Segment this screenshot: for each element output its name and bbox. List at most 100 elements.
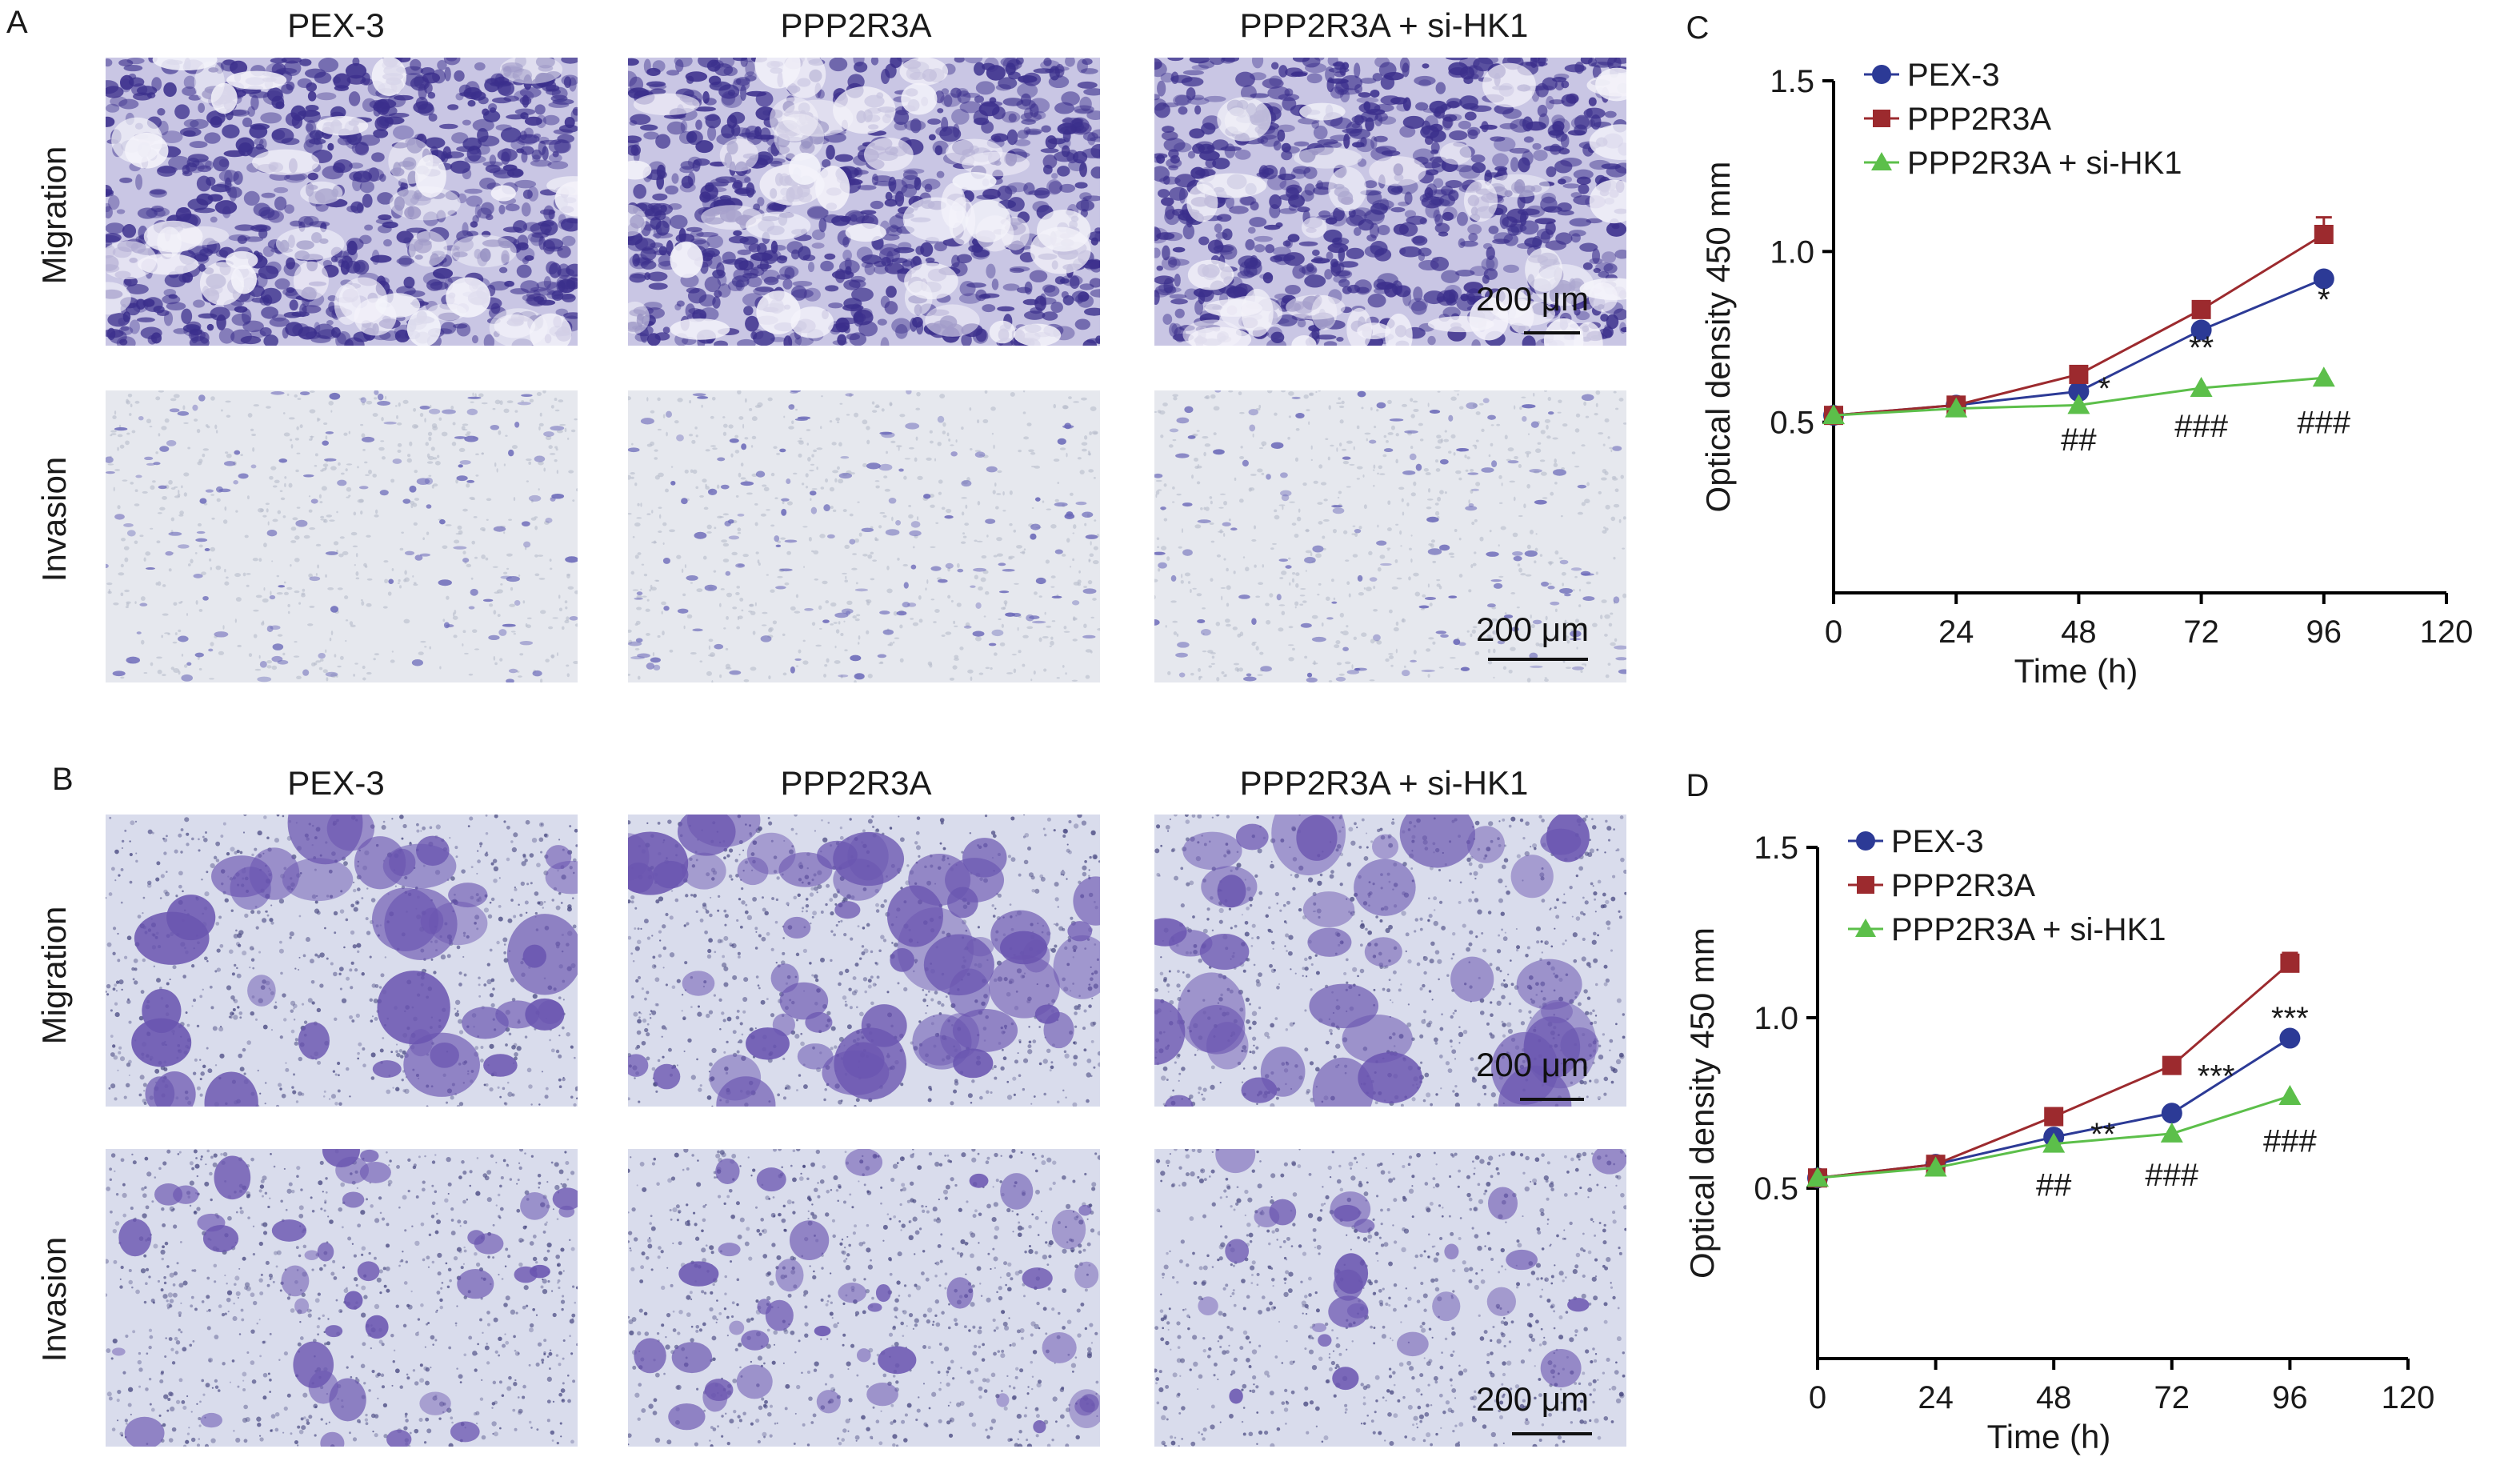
chart-d-point [2160,1122,2183,1143]
chart-c-point [1822,404,1845,425]
chart-c-point [1946,395,1966,415]
chart-d-point [2162,1055,2182,1075]
micrograph-texture [106,815,578,1107]
panel-b-migration-sihk1-image [1154,815,1626,1107]
chart-d-point [2043,1127,2065,1148]
chart-d-point [2161,1103,2182,1124]
chart-d-y-tick-label: 1.5 [1754,831,1798,866]
chart-d-point [2044,1107,2064,1127]
micrograph-texture [1154,1149,1626,1447]
chart-c-point [1824,406,1843,426]
panel-b-scale-bar-top [1520,1098,1584,1101]
chart-c-series-line [1833,233,2325,417]
panel-a-col-title-2: PPP2R3A [780,6,932,44]
chart-c-point [1945,397,1968,418]
chart-c-legend-marker [1873,110,1890,127]
chart-d-significance-label: ** [2090,1117,2115,1152]
chart-d-y-tick-label: 0.5 [1754,1171,1798,1207]
chart-c-x-tick-label: 48 [2061,614,2097,650]
chart-c-significance-label: ### [2297,406,2350,441]
panel-a-scale-bar-top [1524,331,1580,334]
chart-c-significance-label: ### [2174,409,2228,444]
chart-c-significance-label: ## [2061,422,2097,458]
chart-d-point [1926,1155,1946,1175]
micrograph-texture [106,390,578,682]
chart-d-point [1925,1154,1946,1175]
chart-c-point [2191,299,2211,319]
panel-b-invasion-sihk1-image [1154,1149,1626,1447]
micrograph-texture [106,1149,578,1447]
chart-d-panel-letter: D [1686,768,1710,803]
chart-d-significance-label: ## [2036,1168,2072,1203]
chart-c-legend-marker [1871,152,1892,170]
chart-c-point [2314,225,2334,244]
chart-d-point [1806,1167,1829,1187]
chart-d-series-line [1817,1037,2291,1179]
panel-a-col-title-1: PEX-3 [287,6,385,44]
panel-b-invasion-ppp2r3a-image [628,1149,1100,1447]
chart-c-significance-label: ** [2189,330,2214,366]
chart-d-significance-label: ### [2145,1158,2198,1193]
chart-d-series-line [1817,962,2291,1179]
micrograph-texture [628,58,1100,346]
micrograph-texture [1154,58,1626,346]
chart-c-legend-label: PPP2R3A + si-HK1 [1907,146,2182,181]
panel-a-scale-bar-bottom [1488,658,1588,661]
chart-d-legend-marker [1857,876,1874,894]
chart-c-point [2313,268,2334,290]
chart-d-x-tick-label: 120 [2382,1380,2435,1415]
chart-c-point [1946,394,1967,416]
panel-a-col-title-3: PPP2R3A + si-HK1 [1239,6,1529,44]
panel-a-migration-pex3-image [106,58,578,346]
chart-c-y-tick-label: 1.0 [1770,234,1814,270]
chart-d-x-tick-label: 72 [2154,1380,2190,1415]
chart-c-point [2190,319,2212,341]
chart-d-y-tick-label: 1.0 [1754,1001,1798,1036]
panel-a-migration-ppp2r3a-image [628,58,1100,346]
panel-b-col-title-3: PPP2R3A + si-HK1 [1239,764,1529,802]
panel-b-migration-pex3-image [106,815,578,1107]
chart-c-legend-marker [1872,65,1891,84]
chart-c-series-line [1833,278,2325,417]
chart-d-y-axis-label: Optical density 450 mm [1683,927,1721,1279]
chart-d-series-line [1817,1095,2290,1179]
chart-c-legend-label: PEX-3 [1907,58,2000,93]
panel-letter-b: B [52,762,74,797]
chart-d-point [1807,1167,1828,1189]
panel-a-row-label-migration: Migration [35,146,73,285]
panel-a-scale-text-bottom: 200 μm [1476,610,1589,648]
panel-a-invasion-ppp2r3a-image [628,390,1100,682]
chart-c-y-tick-label: 1.5 [1770,64,1814,99]
panel-a-migration-sihk1-image [1154,58,1626,346]
chart-c-series-line [1833,376,2324,417]
panel-b-scale-text-top: 200 μm [1476,1046,1589,1083]
chart-c-x-tick-label: 24 [1938,614,1974,650]
chart-c-x-tick-label: 120 [2420,614,2474,650]
panel-a-row-label-invasion: Invasion [35,456,73,582]
chart-c-point [2068,381,2090,402]
chart-d-point [2042,1132,2066,1153]
panel-b-invasion-pex3-image [106,1149,578,1447]
chart-d-legend-marker [1855,919,1876,937]
chart-d-x-axis-label: Time (h) [1987,1418,2111,1455]
chart-c-significance-label: * [2318,282,2330,318]
chart-c-y-axis-label: Optical density 450 mm [1699,162,1737,513]
chart-d-point [2280,953,2300,973]
micrograph-texture [1154,815,1626,1107]
panel-a-scale-text-top: 200 μm [1476,280,1589,318]
chart-c-point [2069,364,2089,384]
chart-d-significance-label: ### [2263,1123,2317,1159]
panel-b-row-label-migration: Migration [35,906,73,1045]
chart-c-x-tick-label: 0 [1825,614,1842,650]
chart-d-legend-marker [1856,831,1875,851]
chart-c-point [2312,366,2335,387]
chart-d-point [1808,1168,1827,1188]
chart-d-significance-label: *** [2198,1059,2235,1094]
micrograph-texture [106,58,578,346]
chart-c-x-axis-label: Time (h) [2014,652,2138,690]
chart-d-x-tick-label: 24 [1918,1380,1954,1415]
chart-d-point [2278,1084,2302,1105]
panel-a-invasion-sihk1-image [1154,390,1626,682]
chart-c-y-tick-label: 0.5 [1770,406,1814,441]
panel-a-invasion-pex3-image [106,390,578,682]
